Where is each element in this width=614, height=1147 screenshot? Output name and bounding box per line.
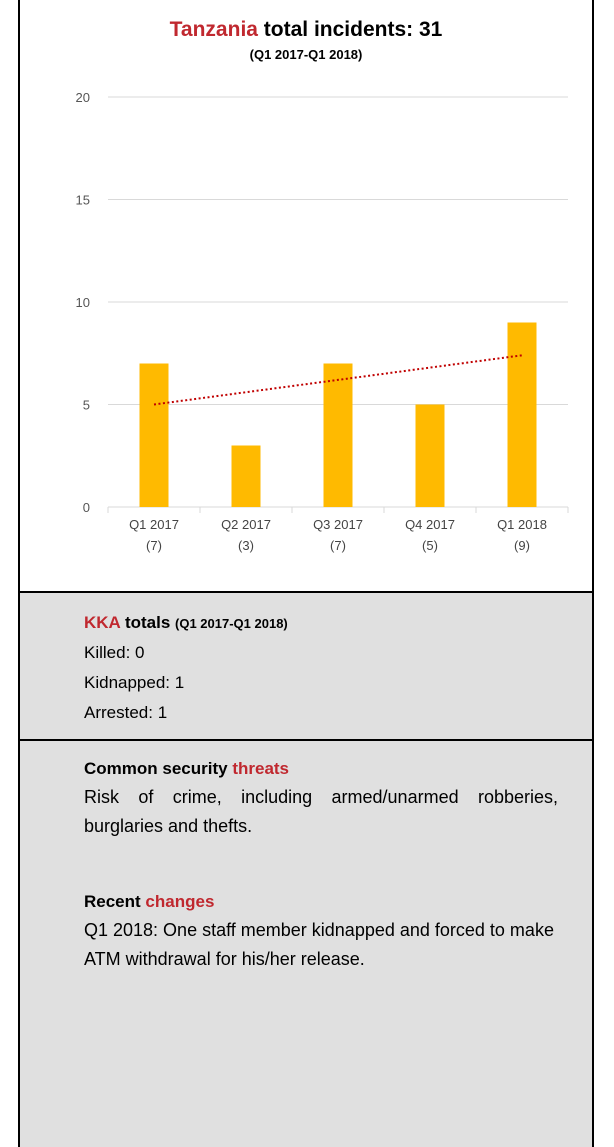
- bar: [415, 404, 445, 507]
- x-category-label: Q1 2018: [497, 517, 547, 532]
- threats-heading-black: Common security: [84, 759, 228, 778]
- kka-label: KKA: [84, 613, 121, 632]
- infographic-frame: Tanzania total incidents: 31 (Q1 2017-Q1…: [18, 0, 594, 1147]
- country-name: Tanzania: [169, 18, 258, 41]
- killed-count: Killed: 0: [84, 643, 145, 662]
- x-category-count: (3): [238, 538, 254, 553]
- kka-totals-word: totals: [124, 613, 171, 632]
- changes-text: Q1 2018: One staff member kidnapped and …: [84, 920, 554, 969]
- info-panel: Common security threats Risk of crime, i…: [20, 741, 592, 1147]
- bar: [507, 322, 537, 507]
- kka-heading: KKA totals (Q1 2017-Q1 2018): [84, 613, 288, 633]
- y-tick-label: 15: [76, 193, 90, 208]
- y-tick-label: 5: [83, 398, 90, 413]
- changes-heading: Recent changes: [84, 892, 214, 912]
- kidnapped-count: Kidnapped: 1: [84, 673, 185, 692]
- chart-title: Tanzania total incidents: 31: [20, 18, 592, 42]
- bar: [231, 445, 261, 507]
- bar-chart: 0 5 10 15 20 Q1 2017 (7) Q2 2017 (3) Q3 2017 (7) Q4…: [76, 90, 569, 553]
- kka-period: (Q1 2017-Q1 2018): [175, 616, 288, 631]
- x-category-label: Q4 2017: [405, 517, 455, 532]
- trendline: [153, 354, 523, 406]
- title-rest: total incidents: 31: [263, 18, 443, 41]
- y-tick-label: 20: [76, 90, 90, 105]
- y-tick-label: 0: [83, 500, 90, 515]
- x-category-label: Q1 2017: [129, 517, 179, 532]
- x-category-label: Q3 2017: [313, 517, 363, 532]
- chart-subtitle: (Q1 2017-Q1 2018): [249, 47, 363, 62]
- y-tick-label: 10: [76, 295, 90, 310]
- bar: [139, 363, 169, 507]
- changes-heading-red: changes: [145, 892, 215, 911]
- changes-heading-black: Recent: [84, 892, 141, 911]
- x-category-label: Q2 2017: [221, 517, 271, 532]
- x-category-count: (7): [330, 538, 346, 553]
- chart-panel: Tanzania total incidents: 31 (Q1 2017-Q1…: [20, 0, 592, 593]
- kka-panel: KKA totals (Q1 2017-Q1 2018) Killed: 0 K…: [20, 593, 592, 741]
- bar: [323, 363, 353, 507]
- x-category-count: (5): [422, 538, 438, 553]
- arrested-count: Arrested: 1: [84, 703, 168, 722]
- threats-text: Risk of crime, including armed/unarmed r…: [84, 787, 558, 836]
- threats-heading: Common security threats: [84, 759, 289, 779]
- x-category-count: (7): [146, 538, 162, 553]
- x-category-count: (9): [514, 538, 530, 553]
- threats-heading-red: threats: [232, 759, 290, 778]
